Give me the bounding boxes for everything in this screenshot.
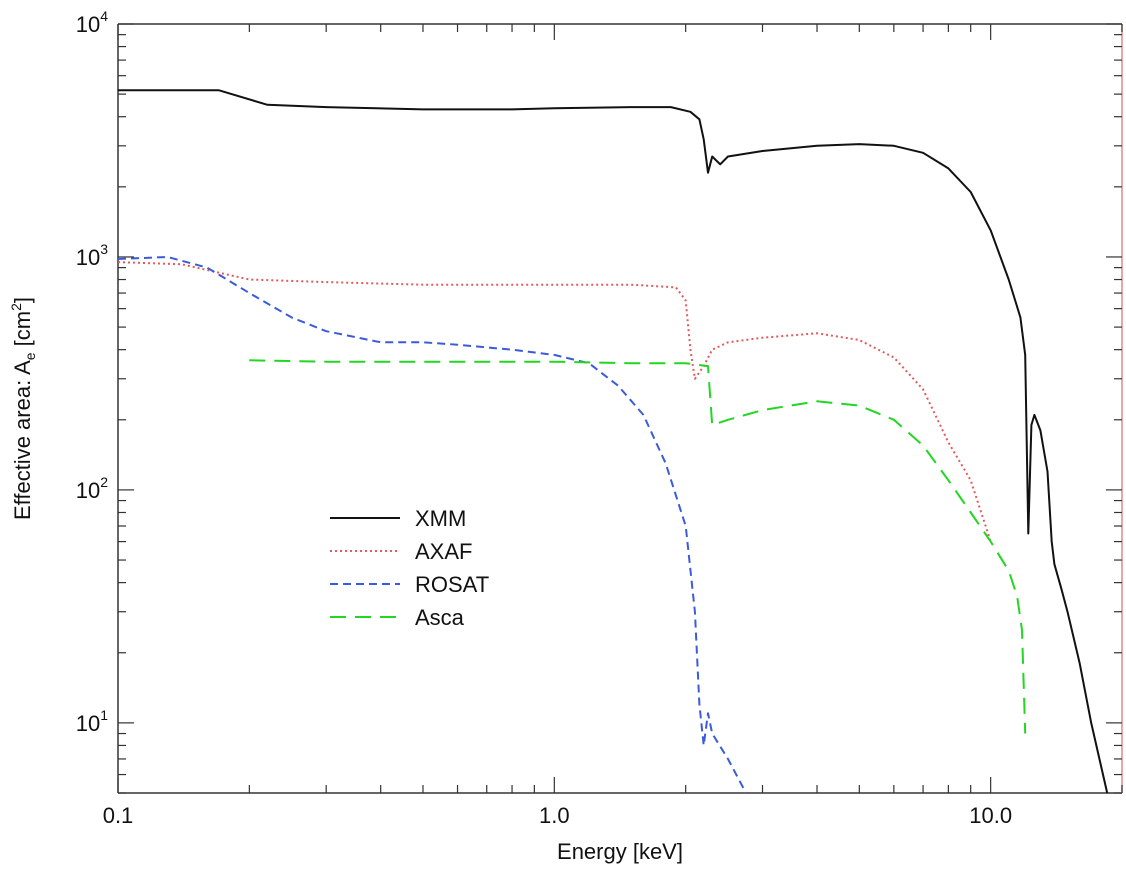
- x-tick-label: 0.1: [103, 803, 134, 828]
- legend-label-axaf: AXAF: [415, 539, 472, 564]
- x-tick-label: 10.0: [969, 803, 1012, 828]
- legend: XMM AXAF ROSAT Asca: [330, 506, 489, 630]
- y-tick-label: 101: [76, 707, 108, 736]
- plot-frame: [117, 23, 1123, 794]
- x-axis-label: Energy [keV]: [557, 839, 683, 864]
- plot-series: [117, 89, 1109, 794]
- y-axis-label-unit-close: ]: [10, 297, 35, 303]
- y-axis-label-sub: e: [22, 352, 38, 360]
- series-line-xmm: [118, 89, 1109, 794]
- y-tick-label: 104: [76, 8, 108, 37]
- y-axis-label-main: Effective area: A: [10, 360, 35, 520]
- y-axis-label-unit-exp: 2: [8, 303, 24, 311]
- series-line-rosat: [117, 256, 747, 794]
- legend-label-rosat: ROSAT: [415, 572, 489, 597]
- series-line-asca: [249, 359, 1027, 734]
- series-line-axaf: [117, 261, 992, 542]
- y-axis-label-unit: [cm: [10, 311, 35, 353]
- legend-label-xmm: XMM: [415, 506, 466, 531]
- x-tick-label: 1.0: [539, 803, 570, 828]
- y-tick-label: 102: [76, 474, 108, 503]
- y-axis-label: Effective area: Ae [cm2]: [8, 297, 38, 520]
- y-tick-label: 103: [76, 241, 108, 270]
- legend-label-asca: Asca: [415, 605, 465, 630]
- axis-ticks: 0.1 1.0 10.0 101 102 103 104: [76, 8, 1123, 828]
